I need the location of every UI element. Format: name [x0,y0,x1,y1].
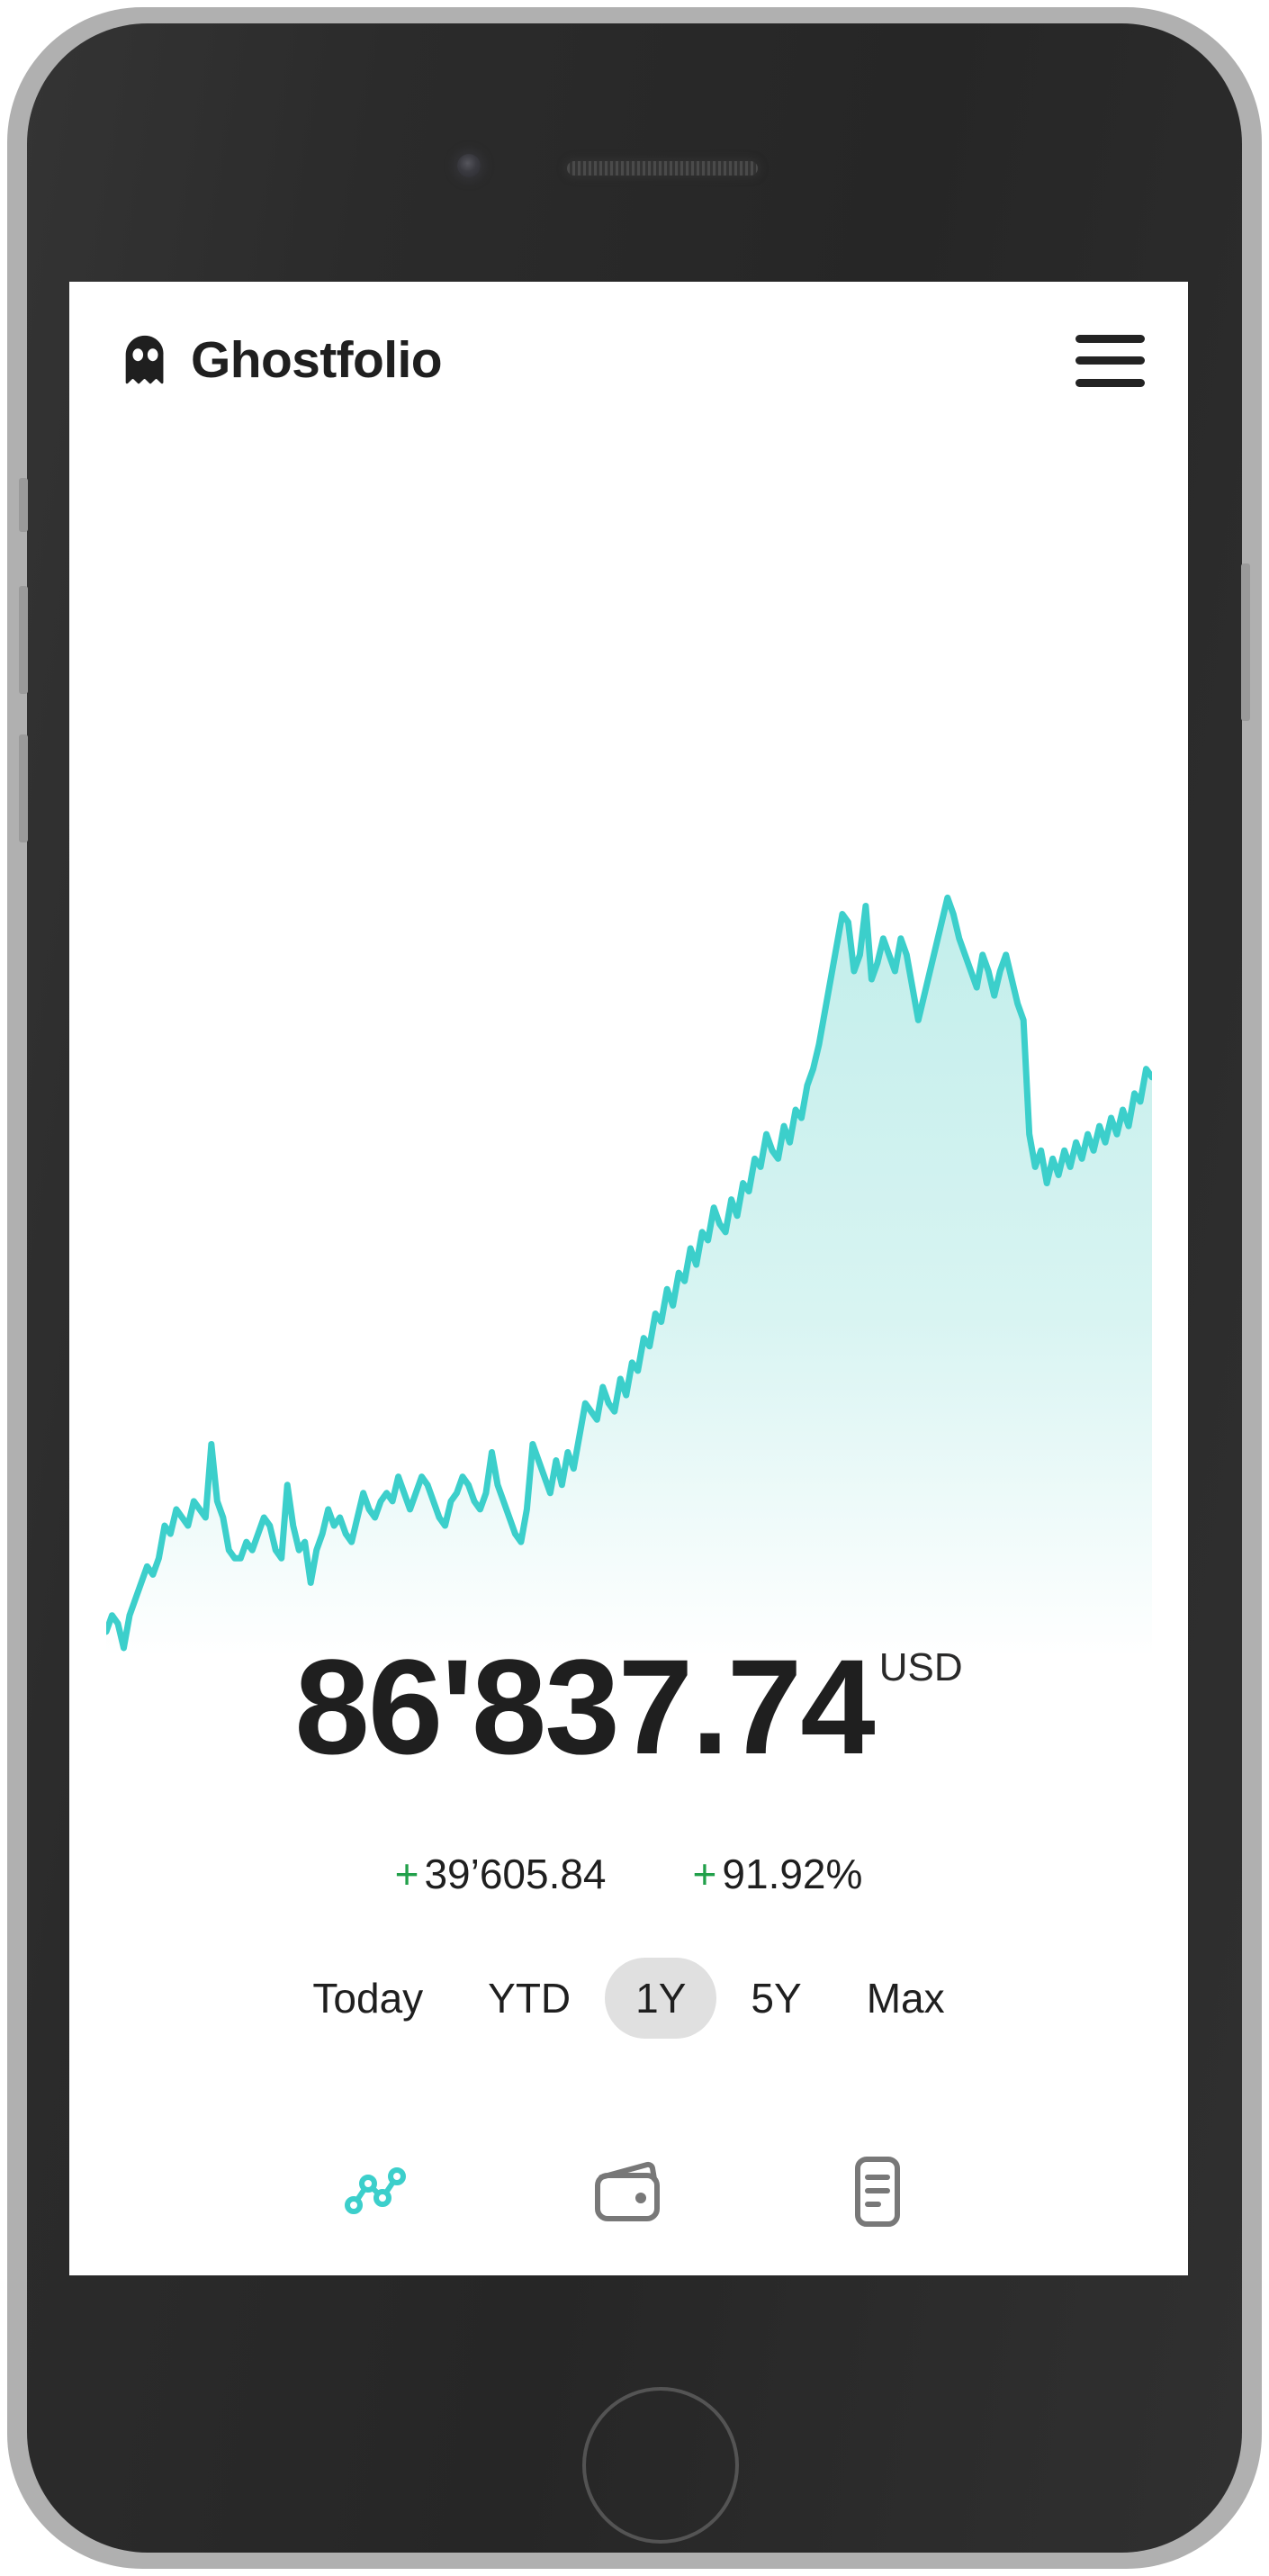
absolute-change-value: 39’605.84 [424,1851,607,1897]
portfolio-change-row: +39’605.84 +91.92% [69,1850,1188,1898]
wallet-icon [594,2161,660,2221]
bottom-navigation-bar [69,2108,1188,2275]
phone-volume-down-button[interactable] [19,734,28,842]
portfolio-value-currency: USD [878,1645,963,1689]
document-icon [854,2157,900,2227]
front-camera-icon [457,154,481,177]
hamburger-bar-2 [1076,356,1145,365]
range-tab-ytd[interactable]: YTD [488,1975,572,2022]
brand-logo-group[interactable]: Ghostfolio [117,331,443,389]
nav-item-overview[interactable] [334,2145,428,2238]
app-header: Ghostfolio [69,282,1188,439]
nav-item-portfolio[interactable] [582,2145,676,2238]
line-chart-icon [344,2167,406,2214]
portfolio-value-block: 86'837.74 USD [69,1639,1188,1774]
ghost-icon [125,335,164,383]
range-tab-5y[interactable]: 5Y [751,1975,802,2022]
range-tab-max[interactable]: Max [866,1975,945,2022]
app-screen: Ghostfolio 86'837.74 [69,282,1188,2275]
absolute-change-sign: + [394,1851,419,1897]
hamburger-bar-3 [1076,378,1145,387]
earpiece-speaker [567,161,758,176]
performance-chart-svg [106,894,1152,1656]
phone-mute-switch[interactable] [19,478,28,532]
phone-volume-up-button[interactable] [19,586,28,694]
date-range-tabs: Today YTD 1Y 5Y Max [69,1958,1188,2039]
hamburger-bar-1 [1076,334,1145,343]
performance-chart[interactable] [106,810,1152,1656]
nav-item-summary[interactable] [831,2145,924,2238]
hamburger-menu-icon[interactable] [1076,334,1145,387]
absolute-change: +39’605.84 [395,1850,607,1898]
percent-change: +91.92% [693,1850,863,1898]
range-tab-today[interactable]: Today [312,1975,424,2022]
portfolio-value-amount: 86'837.74 [294,1631,875,1782]
percent-change-sign: + [692,1851,717,1897]
phone-power-button[interactable] [1241,563,1250,721]
chart-series-group [106,894,1152,1656]
percent-change-value: 91.92% [722,1851,863,1897]
phone-home-button[interactable] [582,2387,739,2544]
range-tab-1y[interactable]: 1Y [605,1958,717,2039]
portfolio-value-line: 86'837.74 USD [294,1639,962,1774]
brand-name: Ghostfolio [191,331,443,389]
